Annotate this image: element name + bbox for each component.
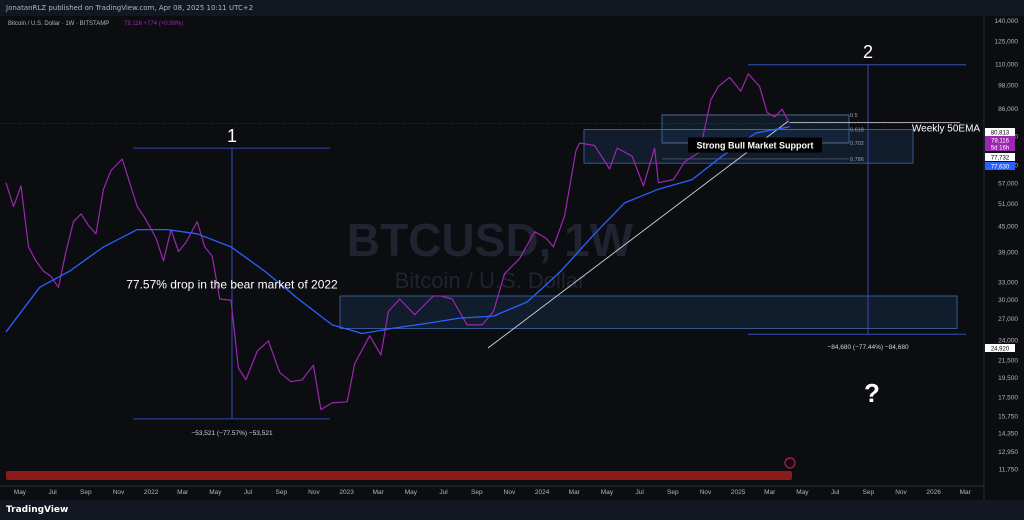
support-label-bg <box>688 137 822 153</box>
fib-label: 0.618 <box>850 127 864 133</box>
support-label: Strong Bull Market Support <box>697 141 814 151</box>
price-tag-bg <box>985 344 1015 352</box>
price-tag: 5d 16h <box>991 146 1009 152</box>
x-tick-label: May <box>796 489 809 496</box>
y-tick-label: 19,500 <box>998 375 1018 382</box>
label-2: 2 <box>863 42 873 62</box>
trendline <box>487 120 789 349</box>
x-tick-label: Sep <box>276 489 288 496</box>
label-1: 1 <box>227 126 237 146</box>
y-tick-label: 17,500 <box>998 395 1018 402</box>
question-mark: ? <box>864 378 880 408</box>
y-tick-label: 86,000 <box>998 106 1018 113</box>
x-tick-label: 2022 <box>144 489 159 496</box>
ema-line <box>5 126 790 335</box>
x-tick-label: 2024 <box>535 489 550 496</box>
tradingview-logo[interactable]: TradingView <box>6 505 69 515</box>
price-tag-bg <box>985 162 1015 170</box>
x-tick-label: Mar <box>373 489 385 496</box>
x-tick-label: May <box>601 489 614 496</box>
x-tick-label: Sep <box>471 489 483 496</box>
y-tick-label: 39,000 <box>998 249 1018 256</box>
drop-annotation: 77.57% drop in the bear market of 2022 <box>126 277 338 291</box>
price-tag: 79,116 <box>991 139 1010 145</box>
x-tick-label: Mar <box>764 489 776 496</box>
x-tick-label: 2026 <box>926 489 941 496</box>
price-tag-bg <box>985 128 1015 136</box>
watermark-name: Bitcoin / U.S. Dollar <box>395 268 586 293</box>
replay-icon <box>784 457 796 469</box>
x-tick-label: Nov <box>700 489 712 496</box>
y-tick-label: 15,750 <box>998 414 1018 421</box>
x-tick-label: Jul <box>48 489 57 496</box>
fib-label: 0.5 <box>850 113 858 119</box>
x-tick-label: Sep <box>667 489 679 496</box>
fib-label: 0.702 <box>850 141 864 147</box>
x-tick-label: Mar <box>569 489 581 496</box>
x-tick-label: Jul <box>244 489 253 496</box>
price-info: 79,116 +774 (+0.99%) <box>124 21 183 27</box>
x-tick-label: May <box>14 489 27 496</box>
x-tick-label: 2023 <box>339 489 354 496</box>
price-tag: 77,630 <box>991 165 1010 171</box>
y-tick-label: 140,000 <box>995 18 1019 25</box>
footer-bar: TradingView <box>0 500 1024 520</box>
price-line <box>5 73 791 411</box>
price-tag: 24,920 <box>991 347 1010 353</box>
x-tick-label: Jul <box>635 489 644 496</box>
y-tick-label: 45,000 <box>998 224 1018 231</box>
y-tick-label: 14,350 <box>998 431 1018 438</box>
x-tick-label: 2025 <box>731 489 746 496</box>
x-tick-label: Jul <box>831 489 840 496</box>
date-range-scrubber <box>6 471 792 480</box>
price-tag-bg <box>985 136 1015 144</box>
ema-label: Weekly 50EMA <box>912 123 981 134</box>
x-tick-label: Sep <box>80 489 92 496</box>
y-tick-label: 110,000 <box>995 62 1018 69</box>
y-tick-label: 125,000 <box>995 39 1019 46</box>
x-tick-label: Sep <box>863 489 875 496</box>
publish-header: JonatanRLZ published on TradingView.com,… <box>0 0 1024 16</box>
y-tick-label: 57,000 <box>998 181 1018 188</box>
price-tag-bg <box>985 153 1015 161</box>
x-tick-label: Mar <box>960 489 972 496</box>
y-tick-label: 51,000 <box>998 201 1018 208</box>
y-tick-label: 33,000 <box>998 280 1018 287</box>
x-tick-label: Mar <box>177 489 189 496</box>
y-tick-label: 12,950 <box>998 449 1018 456</box>
y-tick-label: 24,000 <box>998 337 1018 344</box>
x-tick-label: May <box>405 489 418 496</box>
measure-1-text: −53,521 (−77.57%) −53,521 <box>191 430 273 437</box>
x-tick-label: Nov <box>895 489 907 496</box>
x-tick-label: Jul <box>439 489 448 496</box>
watermark-ticker: BTCUSD, 1W <box>347 214 634 266</box>
y-tick-label: 21,500 <box>998 357 1018 364</box>
x-tick-label: Nov <box>113 489 125 496</box>
price-tag-bg <box>985 143 1015 151</box>
x-tick-label: Nov <box>504 489 516 496</box>
y-tick-label: 98,000 <box>998 83 1018 90</box>
price-tag: 77,732 <box>991 156 1010 162</box>
symbol-info: Bitcoin / U.S. Dollar · 1W · BITSTAMP <box>8 21 109 27</box>
price-tag: 80,813 <box>991 131 1010 137</box>
y-tick-label: 27,000 <box>998 316 1018 323</box>
chart-area[interactable]: BTCUSD, 1W Bitcoin / U.S. Dollar Bitcoin /… <box>0 16 1024 500</box>
support-zone-lower <box>339 295 958 329</box>
x-tick-label: May <box>209 489 222 496</box>
measure-2-text: −84,680 (−77.44%) −84,680 <box>827 344 909 351</box>
y-tick-label: 11,750 <box>999 467 1019 474</box>
x-tick-label: Nov <box>308 489 320 496</box>
fib-label: 0.786 <box>850 157 864 163</box>
y-tick-label: 30,000 <box>998 297 1018 304</box>
